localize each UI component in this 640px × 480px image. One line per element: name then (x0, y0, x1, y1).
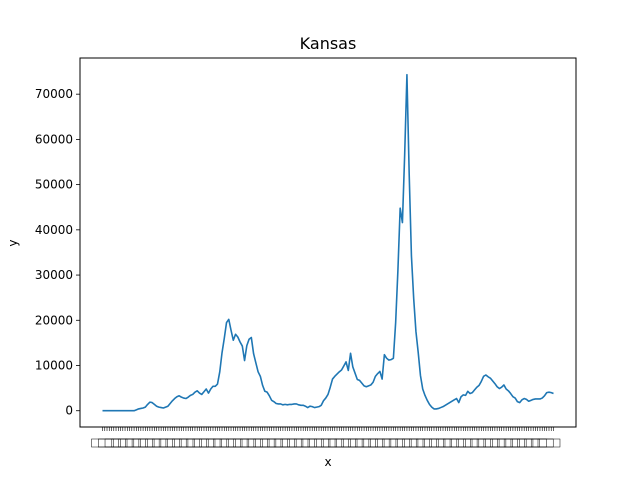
x-axis-label: x (324, 455, 331, 469)
y-tick-label: 20000 (35, 313, 73, 327)
x-tick-label-glyph (537, 438, 561, 448)
y-tick-label: 30000 (35, 268, 73, 282)
x-tick-labels-overlapping (91, 438, 561, 448)
chart-title: Kansas (300, 34, 357, 53)
y-tick-label: 40000 (35, 223, 73, 237)
series-line (102, 73, 554, 412)
y-tick-label: 60000 (35, 132, 73, 146)
y-axis-ticks: 0 10000 20000 30000 40000 50000 60000 70000 (35, 87, 80, 418)
x-axis-ticks (91, 427, 561, 448)
y-tick-label: 10000 (35, 359, 73, 373)
plot-content (102, 73, 554, 412)
plot-area-frame (79, 57, 577, 428)
y-tick-label: 0 (65, 404, 73, 418)
y-tick-label: 70000 (35, 87, 73, 101)
y-tick-label: 50000 (35, 178, 73, 192)
y-axis-label: y (6, 239, 20, 246)
